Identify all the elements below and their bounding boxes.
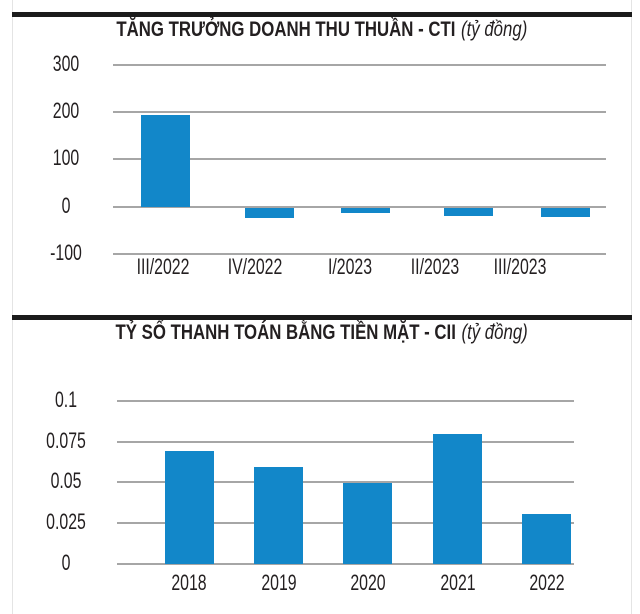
bar [343,483,392,565]
chart-title-unit: (tỷ đồng) [461,321,529,344]
y-axis-tick-label: 300 [52,51,79,76]
chart-title-cti: TĂNG TRƯỞNG DOANH THU THUẦN - CTI (tỷ đồn… [12,18,632,42]
chart-title-cii: TỶ SỐ THANH TOÁN BẰNG TIỀN MẶT - CII (tỷ … [12,321,632,345]
divider-rule-middle [12,315,632,320]
chart-title-text: TĂNG TRƯỞNG DOANH THU THUẦN - CTI [116,18,456,41]
x-axis-label: III/2022 [136,254,190,279]
gridline [113,64,606,66]
bar [244,208,294,218]
bar [433,434,482,565]
bar [140,114,190,208]
x-axis-label: 2018 [171,570,207,595]
y-axis-tick-label: 200 [52,98,79,123]
panel-left-border [12,0,13,614]
x-axis-label: III/2023 [493,254,547,279]
gridline [113,111,606,113]
gridline [113,206,606,208]
y-axis-tick-label: 0.075 [45,428,86,453]
gridline [113,253,606,255]
y-axis-tick-label: 0.1 [54,387,77,412]
gridline [117,441,574,443]
x-axis-label: 2020 [349,570,386,595]
gridline [117,481,574,483]
x-axis-label: I/2023 [327,254,373,279]
bar [540,208,590,218]
bar [164,450,214,565]
y-axis-tick-label: 0 [61,193,70,218]
y-axis-tick-label: -100 [49,240,82,265]
gridline [117,400,574,402]
bar [340,208,390,213]
bar [254,467,303,565]
y-axis-tick-label: 0.025 [45,509,86,534]
divider-rule-top [12,12,632,17]
gridline [113,158,606,160]
bar [443,208,493,217]
chart-title-text: TỶ SỐ THANH TOÁN BẰNG TIỀN MẶT - CII [115,321,457,344]
x-axis-label: II/2023 [410,254,460,279]
y-axis-tick-label: 0 [61,550,70,575]
x-axis-label: 2022 [528,570,565,595]
panel-right-border [631,0,632,614]
chart-title-unit: (tỷ đồng) [461,18,528,41]
y-axis-tick-label: 0.05 [50,468,81,493]
x-axis-label: 2021 [439,570,476,595]
x-axis-label: 2019 [260,570,297,595]
bar [522,514,571,565]
x-axis-label: IV/2022 [227,254,283,279]
y-axis-tick-label: 100 [52,145,79,170]
